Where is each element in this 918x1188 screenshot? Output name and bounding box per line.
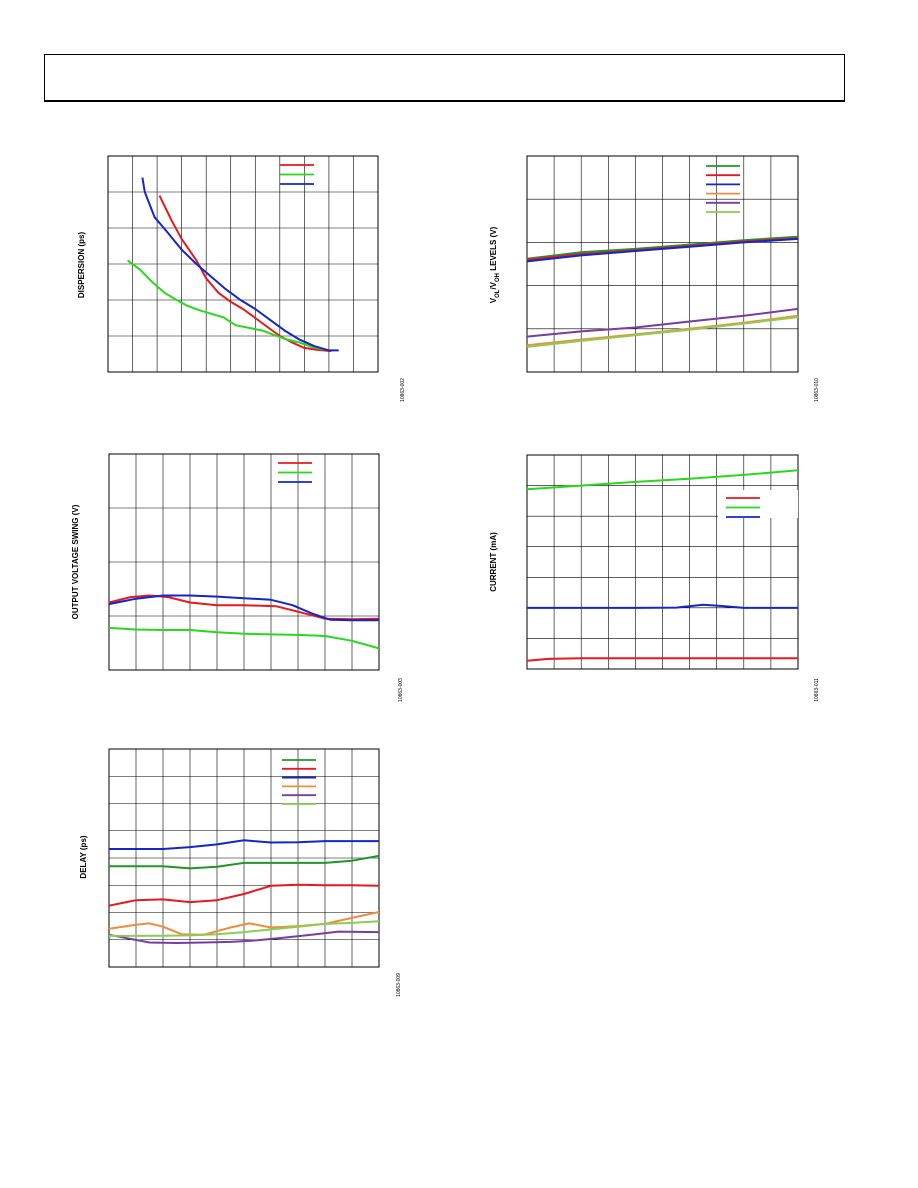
vol-voh-ylabel-mid: /V bbox=[489, 281, 498, 289]
delay-series-line-6 bbox=[109, 920, 380, 937]
current-legend-box bbox=[718, 490, 798, 518]
current-ylabel: CURRENT (mA) bbox=[489, 532, 498, 592]
dispersion-chart: DISPERSION (ps) 10863-002 bbox=[77, 155, 406, 402]
current-chart: CURRENT (mA) 10863-011 bbox=[489, 454, 820, 702]
dispersion-figure-id: 10863-002 bbox=[400, 378, 406, 402]
delay-ylabel: DELAY (ps) bbox=[79, 835, 88, 878]
output-voltage-swing-plot-area bbox=[108, 453, 380, 671]
vol-voh-levels-plot-area bbox=[526, 155, 799, 373]
vol-voh-levels-series-line-5 bbox=[526, 307, 799, 338]
vol-voh-levels-series-line-3 bbox=[526, 237, 799, 263]
output-voltage-swing-figure-id: 10863-003 bbox=[398, 678, 404, 702]
page-header-box bbox=[44, 54, 845, 102]
delay-figure-id: 10863-009 bbox=[396, 973, 402, 997]
delay-series-line-5 bbox=[108, 930, 380, 944]
delay-chart: DELAY (ps) 10863-009 bbox=[79, 748, 402, 997]
delay-plot-area bbox=[108, 748, 380, 968]
vol-voh-ylabel: VOL/VOH LEVELS (V) bbox=[489, 226, 501, 303]
vol-voh-ylabel-tail: LEVELS (V) bbox=[489, 226, 498, 273]
dispersion-ylabel: DISPERSION (ps) bbox=[77, 232, 86, 299]
vol-voh-levels-series-line-1 bbox=[526, 235, 799, 260]
delay-series-line-3 bbox=[109, 839, 379, 850]
current-series-line-3 bbox=[527, 603, 798, 609]
vol-voh-levels-chart: VOL/VOH LEVELS (V) 10863-010 bbox=[489, 155, 820, 402]
dispersion-series-line-2 bbox=[127, 259, 325, 351]
output-voltage-swing-series-line-2 bbox=[108, 626, 380, 650]
current-series-line-1 bbox=[526, 657, 798, 662]
current-figure-id: 10863-011 bbox=[814, 678, 820, 702]
vol-voh-figure-id: 10863-010 bbox=[814, 378, 820, 402]
vol-voh-ylabel-v: V bbox=[489, 297, 498, 303]
output-voltage-swing-chart: OUTPUT VOLTAGE SWING (V) 10863-003 bbox=[71, 453, 404, 702]
output-voltage-swing-ylabel: OUTPUT VOLTAGE SWING (V) bbox=[71, 504, 80, 619]
dispersion-series-line-1 bbox=[158, 195, 332, 353]
vol-voh-levels-series-line-6 bbox=[526, 316, 799, 348]
dispersion-plot-area bbox=[107, 155, 379, 373]
vol-voh-ylabel-sub1: OL bbox=[495, 289, 501, 298]
vol-voh-ylabel-sub2: OH bbox=[495, 273, 501, 282]
output-voltage-swing-series-line-3 bbox=[108, 594, 379, 622]
delay-series-line-1 bbox=[109, 854, 380, 870]
delay-series-line-2 bbox=[108, 883, 380, 907]
current-plot-area bbox=[526, 454, 799, 670]
dispersion-series-line-3 bbox=[141, 177, 339, 352]
current-series-line-2 bbox=[526, 469, 799, 491]
